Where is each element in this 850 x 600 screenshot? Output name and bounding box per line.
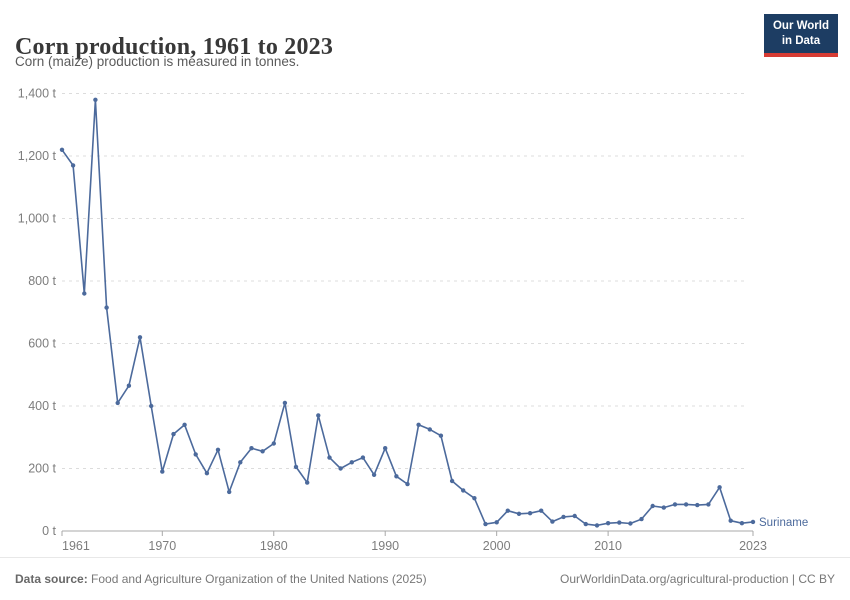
- data-line-suriname[interactable]: [61, 99, 754, 527]
- data-point[interactable]: [316, 413, 321, 418]
- data-point[interactable]: [594, 523, 600, 528]
- x-axis-tick-label: 2023: [739, 539, 767, 553]
- data-point[interactable]: [327, 455, 332, 460]
- y-axis-tick-label: 400 t: [28, 399, 56, 413]
- data-point[interactable]: [728, 518, 733, 523]
- data-point[interactable]: [293, 464, 299, 470]
- y-axis-tick-label: 200 t: [28, 462, 56, 476]
- data-point[interactable]: [126, 383, 132, 388]
- data-point[interactable]: [472, 496, 477, 501]
- data-point[interactable]: [59, 147, 65, 152]
- owid-logo-line1: Our World: [772, 20, 829, 32]
- data-point[interactable]: [461, 488, 466, 493]
- x-axis-tick-label: 2010: [594, 539, 622, 553]
- data-point[interactable]: [215, 447, 221, 452]
- data-point[interactable]: [672, 502, 678, 507]
- x-axis-tick-label: 1970: [148, 539, 176, 553]
- data-point[interactable]: [305, 480, 310, 485]
- y-axis-tick-label: 800 t: [28, 274, 56, 288]
- data-point[interactable]: [628, 521, 633, 526]
- data-point[interactable]: [416, 422, 421, 427]
- data-point[interactable]: [82, 291, 87, 296]
- data-point[interactable]: [349, 460, 354, 465]
- data-point[interactable]: [193, 452, 198, 457]
- data-point[interactable]: [93, 97, 98, 103]
- data-point[interactable]: [639, 516, 644, 522]
- data-point[interactable]: [115, 400, 120, 406]
- data-point[interactable]: [539, 508, 544, 513]
- y-axis-tick-label: 1,200 t: [18, 149, 57, 163]
- owid-link[interactable]: OurWorldinData.org/agricultural-producti…: [559, 572, 835, 586]
- chart-footer: Data source: Food and Agriculture Organi…: [0, 557, 850, 600]
- data-point[interactable]: [572, 513, 577, 519]
- x-axis-tick-label: 2000: [483, 539, 511, 553]
- data-point[interactable]: [695, 502, 700, 508]
- entity-label[interactable]: Suriname: [759, 517, 808, 529]
- data-point[interactable]: [516, 511, 522, 516]
- data-point[interactable]: [505, 508, 510, 513]
- data-point[interactable]: [583, 521, 588, 527]
- data-point[interactable]: [405, 481, 410, 487]
- owid-logo-line2: in Data: [781, 34, 821, 47]
- data-point[interactable]: [171, 431, 176, 437]
- x-axis-tick-label: 1961: [62, 539, 90, 553]
- data-point[interactable]: [527, 511, 533, 516]
- data-point[interactable]: [683, 502, 689, 507]
- data-point[interactable]: [739, 521, 745, 526]
- data-point[interactable]: [605, 521, 611, 526]
- data-point[interactable]: [650, 503, 655, 509]
- data-point[interactable]: [227, 489, 232, 495]
- data-point[interactable]: [371, 472, 377, 477]
- data-point[interactable]: [483, 521, 488, 527]
- data-point[interactable]: [70, 163, 76, 168]
- corn-production-line-chart[interactable]: 0 t 200 t 400 t 600 t 800 t 1,000 t 1,200 t 1,4…: [0, 0, 850, 556]
- page-title: Corn production, 1961 to 2023: [15, 34, 334, 61]
- data-source-note: Data source: Food and Agriculture Organi…: [15, 572, 427, 586]
- data-point[interactable]: [449, 478, 455, 484]
- y-axis-tick-label: 0 t: [42, 524, 56, 538]
- data-source-label: Data source:: [15, 572, 88, 586]
- data-point[interactable]: [550, 519, 555, 524]
- owid-logo[interactable]: Our World in Data: [763, 14, 838, 57]
- data-point[interactable]: [204, 471, 210, 476]
- data-point[interactable]: [238, 460, 243, 465]
- data-point[interactable]: [494, 520, 499, 525]
- x-axis-tick-label: 1980: [260, 539, 288, 553]
- data-point[interactable]: [271, 441, 276, 446]
- data-point[interactable]: [750, 519, 756, 525]
- data-point[interactable]: [260, 449, 265, 454]
- y-axis-tick-label: 600 t: [28, 337, 56, 351]
- data-point[interactable]: [717, 485, 722, 490]
- data-point[interactable]: [383, 446, 388, 451]
- data-point[interactable]: [706, 502, 711, 507]
- data-point[interactable]: [182, 422, 187, 427]
- data-point[interactable]: [282, 400, 288, 406]
- data-point[interactable]: [249, 446, 254, 451]
- data-point[interactable]: [160, 469, 165, 474]
- y-axis-tick-label: 1,400 t: [18, 87, 57, 101]
- data-point[interactable]: [360, 455, 366, 460]
- data-point[interactable]: [438, 433, 444, 438]
- data-point[interactable]: [338, 466, 343, 471]
- data-point[interactable]: [104, 305, 109, 310]
- data-point[interactable]: [149, 403, 154, 409]
- data-point[interactable]: [137, 335, 143, 340]
- x-axis-tick-label: 1990: [371, 539, 399, 553]
- data-point[interactable]: [617, 520, 622, 525]
- data-point[interactable]: [661, 505, 666, 510]
- data-point[interactable]: [394, 474, 399, 479]
- data-point[interactable]: [427, 427, 432, 432]
- page-subtitle: Corn (maize) production is measured in t…: [15, 54, 300, 69]
- y-axis-tick-label: 1,000 t: [18, 212, 57, 226]
- data-source-text: Food and Agriculture Organization of the…: [87, 572, 427, 586]
- data-point[interactable]: [561, 514, 566, 520]
